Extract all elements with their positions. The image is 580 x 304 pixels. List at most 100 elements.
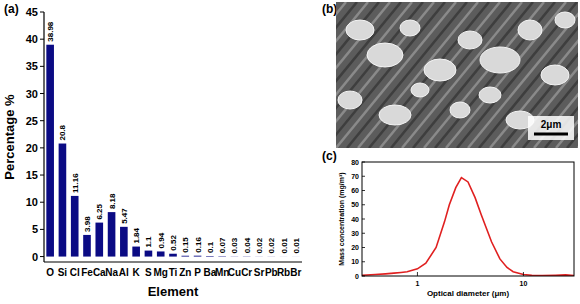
- y-tick: [40, 93, 44, 94]
- texture-streak: [336, 2, 401, 148]
- scale-bar-box: [528, 116, 574, 140]
- data-label: 0.02: [267, 237, 276, 253]
- x-tick-label: Al: [119, 267, 129, 278]
- x-tick-label: Cl: [70, 267, 80, 278]
- panel-label: (b): [322, 2, 337, 16]
- bar: [145, 251, 153, 257]
- bar: [218, 256, 226, 257]
- x-axis: [44, 261, 302, 262]
- y-tick-label: 35: [26, 60, 38, 72]
- x-tick-label: Si: [58, 267, 68, 278]
- bar: [132, 247, 140, 257]
- texture-streak: [479, 2, 578, 148]
- texture-streak: [402, 2, 522, 148]
- y-tick: [362, 276, 365, 277]
- y-tick-label: 5: [32, 223, 38, 235]
- y-tick-label: 45: [26, 6, 38, 18]
- bar: [280, 256, 288, 257]
- x-tick-label: O: [46, 267, 54, 278]
- bar: [83, 235, 91, 257]
- data-label: 0.15: [181, 237, 190, 253]
- x-tick-label: Fe: [81, 267, 93, 278]
- texture-streak: [369, 2, 489, 148]
- y-axis: [43, 12, 44, 262]
- texture-streak: [490, 2, 578, 148]
- y-tick: [40, 120, 44, 121]
- data-label: 0.1: [206, 241, 215, 253]
- bar: [267, 256, 275, 257]
- x-tick-label: 1: [415, 280, 419, 287]
- data-label: 3.98: [83, 216, 92, 232]
- x-tick: [417, 272, 418, 276]
- bars: [46, 45, 299, 257]
- particle: [338, 91, 362, 109]
- y-tick-label: 20: [26, 142, 38, 154]
- data-label: 0.03: [230, 237, 239, 253]
- texture-streak: [501, 2, 578, 148]
- particle: [518, 20, 542, 40]
- data-label: 6.25: [95, 203, 104, 219]
- x-tick-label: 10: [520, 280, 528, 287]
- bar: [95, 223, 103, 257]
- data-label: 0.94: [157, 232, 166, 248]
- x-tick-label: Br: [290, 267, 301, 278]
- particle: [400, 20, 420, 36]
- texture-streak: [380, 2, 500, 148]
- y-tick-label: 15: [26, 169, 38, 181]
- y-tick-label: 30: [26, 88, 38, 100]
- y-tick: [362, 176, 365, 177]
- x-tick-label: S: [145, 267, 152, 278]
- x-tick-label: Ti: [169, 267, 178, 278]
- x-tick-label: P: [194, 267, 201, 278]
- texture-streak: [358, 2, 478, 148]
- bar: [292, 256, 300, 257]
- bar: [169, 254, 177, 257]
- texture-streak: [347, 2, 467, 148]
- x-tick-label: Cr: [241, 267, 252, 278]
- y-tick-label: 50: [351, 201, 359, 208]
- data-label: 0.07: [218, 237, 227, 253]
- y-tick-label: 10: [26, 196, 38, 208]
- sem-image: [336, 2, 578, 148]
- x-tick-label: Sr: [254, 267, 265, 278]
- panel-label: (c): [322, 149, 337, 163]
- y-tick-label: 0: [355, 273, 359, 280]
- y-tick: [362, 190, 365, 191]
- data-label: 0.02: [255, 237, 264, 253]
- y-tick-label: 25: [26, 115, 38, 127]
- y-tick: [362, 219, 365, 220]
- bar: [243, 256, 251, 257]
- y-tick: [362, 261, 365, 262]
- data-label: 0.01: [280, 237, 289, 253]
- bar: [194, 255, 202, 257]
- y-tick-label: 40: [26, 33, 38, 45]
- x-axis-title: Element: [148, 284, 199, 299]
- figure: (a)38.9820.811.163.986.258.185.471.841.1…: [0, 0, 580, 304]
- y-tick-label: 20: [351, 244, 359, 251]
- texture-streak: [457, 2, 577, 148]
- texture-streak: [413, 2, 533, 148]
- y-tick: [362, 233, 365, 234]
- texture-streak: [391, 2, 511, 148]
- data-label: 38.98: [46, 21, 55, 42]
- texture-streak: [336, 2, 456, 148]
- panel-b: (b) 2μm: [226, 2, 580, 148]
- particle: [479, 87, 501, 103]
- y-tick: [40, 256, 44, 257]
- y-tick: [40, 147, 44, 148]
- data-label: 11.16: [71, 173, 80, 193]
- x-tick-label: Cu: [228, 267, 241, 278]
- plot-frame: [362, 162, 574, 276]
- bar: [231, 256, 239, 257]
- x-tick-label: Zn: [179, 267, 191, 278]
- bar: [157, 251, 165, 256]
- particle: [424, 59, 456, 81]
- data-label: 0.16: [194, 237, 203, 253]
- particle: [458, 31, 482, 49]
- bar: [181, 255, 189, 257]
- scale-bar-label: 2μm: [541, 119, 562, 130]
- data-label: 0.01: [292, 237, 301, 253]
- particle: [346, 20, 374, 40]
- panel-a: (a)38.9820.811.163.986.258.185.471.841.1…: [2, 2, 302, 299]
- texture-streak: [468, 2, 578, 148]
